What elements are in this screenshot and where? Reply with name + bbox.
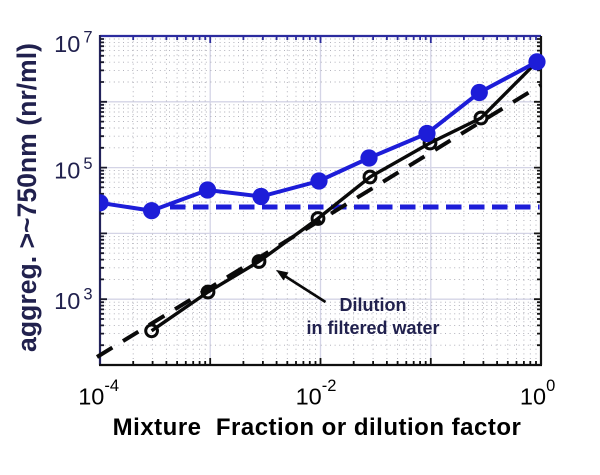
svg-text:in filtered water: in filtered water — [306, 318, 439, 338]
svg-text:Dilution: Dilution — [340, 295, 407, 315]
svg-text:aggreg. >~750nm (nr/ml): aggreg. >~750nm (nr/ml) — [12, 43, 42, 352]
svg-text:Mixture Fraction or dilution: Mixture Fraction or dilution factor — [113, 414, 522, 441]
